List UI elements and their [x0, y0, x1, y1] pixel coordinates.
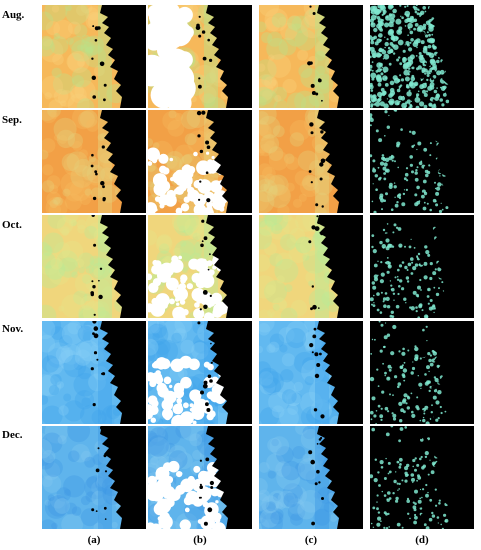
map-panel-sep-d	[370, 110, 474, 213]
map-panel-oct-a	[42, 215, 146, 318]
row-label-dec: Dec.	[2, 429, 23, 441]
satellite-map	[148, 5, 252, 108]
satellite-map	[148, 110, 252, 213]
map-panel-aug-b	[148, 5, 252, 108]
satellite-map	[42, 110, 146, 213]
column-label-a: (a)	[87, 534, 101, 546]
column-label-b: (b)	[193, 534, 207, 546]
satellite-map	[370, 215, 474, 318]
row-label-sep: Sep.	[2, 114, 22, 126]
satellite-map	[42, 215, 146, 318]
row-label-oct: Oct.	[2, 219, 22, 231]
map-panel-nov-b	[148, 321, 252, 424]
map-panel-aug-c	[259, 5, 363, 108]
row-label-aug: Aug.	[2, 9, 25, 21]
row-label-nov: Nov.	[2, 323, 24, 335]
map-panel-oct-c	[259, 215, 363, 318]
satellite-map	[259, 426, 363, 529]
map-panel-nov-d	[370, 321, 474, 424]
satellite-map	[370, 321, 474, 424]
satellite-map	[42, 5, 146, 108]
map-panel-nov-c	[259, 321, 363, 424]
map-panel-aug-d	[370, 5, 474, 108]
map-panel-sep-c	[259, 110, 363, 213]
map-panel-dec-b	[148, 426, 252, 529]
satellite-map	[370, 110, 474, 213]
satellite-map	[370, 5, 474, 108]
column-label-d: (d)	[415, 534, 429, 546]
satellite-map	[259, 110, 363, 213]
map-panel-oct-b	[148, 215, 252, 318]
column-label-c: (c)	[304, 534, 318, 546]
satellite-map	[148, 426, 252, 529]
satellite-map	[259, 215, 363, 318]
map-panel-nov-a	[42, 321, 146, 424]
satellite-map	[370, 426, 474, 529]
map-panel-dec-d	[370, 426, 474, 529]
satellite-map	[148, 215, 252, 318]
map-panel-dec-a	[42, 426, 146, 529]
map-panel-oct-d	[370, 215, 474, 318]
map-panel-dec-c	[259, 426, 363, 529]
map-panel-sep-b	[148, 110, 252, 213]
satellite-map	[259, 5, 363, 108]
map-panel-aug-a	[42, 5, 146, 108]
satellite-map	[42, 426, 146, 529]
satellite-map	[42, 321, 146, 424]
satellite-map	[148, 321, 252, 424]
map-panel-sep-a	[42, 110, 146, 213]
satellite-map	[259, 321, 363, 424]
